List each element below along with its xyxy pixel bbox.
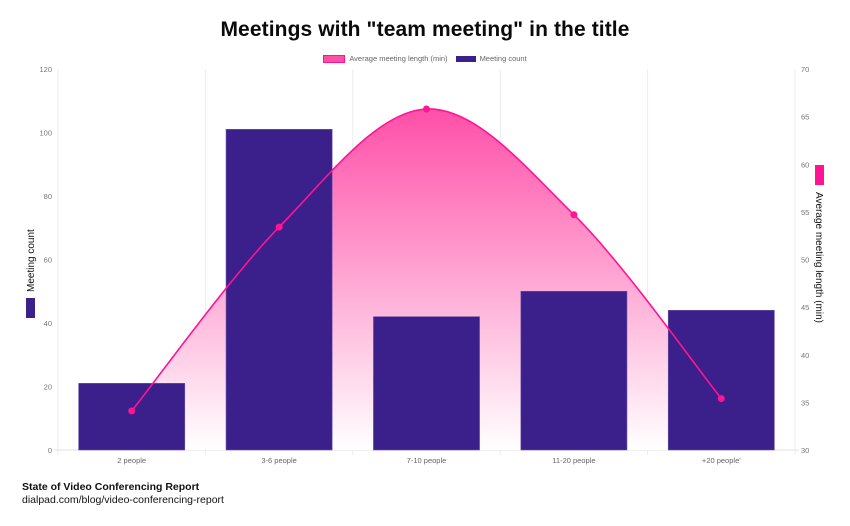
y-tick-label: 100 bbox=[39, 129, 52, 138]
x-tick-label: 7-10 people bbox=[407, 456, 447, 465]
right-axis-swatch bbox=[815, 165, 824, 185]
legend-item-avg-length[interactable]: Average meeting length (min) bbox=[323, 54, 448, 63]
bar-7-10-people[interactable] bbox=[373, 316, 480, 451]
y-right-tick-label: 70 bbox=[801, 65, 809, 74]
x-tick-label: +20 people' bbox=[702, 456, 741, 465]
y-right-tick-label: 55 bbox=[801, 208, 809, 217]
legend: Average meeting length (min) Meeting cou… bbox=[0, 54, 850, 63]
line-point[interactable] bbox=[423, 105, 430, 113]
line-point[interactable] bbox=[717, 395, 725, 403]
legend-swatch-purple bbox=[455, 55, 476, 62]
y-right-tick-label: 50 bbox=[801, 256, 809, 265]
x-tick-label: 11-20 people bbox=[552, 456, 595, 465]
source-title: State of Video Conferencing Report bbox=[22, 481, 200, 493]
legend-swatch-pink bbox=[323, 54, 346, 63]
y-right-tick-label: 35 bbox=[801, 398, 809, 407]
left-axis-swatch bbox=[26, 298, 35, 318]
legend-item-meeting-count[interactable]: Meeting count bbox=[455, 54, 527, 63]
y-tick-label: 20 bbox=[44, 383, 52, 392]
x-tick-label: 2 people bbox=[117, 456, 146, 465]
y-right-tick-label: 30 bbox=[801, 446, 809, 455]
bar-11-20-people[interactable] bbox=[520, 290, 628, 451]
legend-label: Average meeting length (min) bbox=[349, 54, 448, 63]
y-tick-label: 80 bbox=[44, 192, 52, 201]
y-tick-label: 40 bbox=[44, 319, 52, 328]
left-axis-title: Meeting count bbox=[26, 229, 37, 292]
legend-label: Meeting count bbox=[479, 54, 527, 63]
line-point[interactable] bbox=[275, 223, 283, 231]
y-right-tick-label: 45 bbox=[801, 303, 809, 312]
y-tick-label: 120 bbox=[39, 65, 52, 74]
y-tick-label: 0 bbox=[48, 446, 52, 455]
y-right-tick-label: 65 bbox=[801, 113, 809, 122]
x-tick-label: 3-6 people bbox=[261, 456, 296, 465]
line-point[interactable] bbox=[128, 407, 136, 415]
y-right-tick-label: 40 bbox=[801, 351, 809, 360]
footer: State of Video Conferencing Report dialp… bbox=[22, 481, 224, 507]
bar--20-people-[interactable] bbox=[667, 309, 775, 451]
line-point[interactable] bbox=[570, 211, 578, 219]
bar-2-people[interactable] bbox=[78, 383, 186, 451]
chart-title: Meetings with "team meeting" in the titl… bbox=[220, 18, 630, 41]
right-axis-title: Average meeting length (min) bbox=[813, 192, 824, 323]
y-right-tick-label: 60 bbox=[801, 160, 809, 169]
bar-3-6-people[interactable] bbox=[225, 129, 333, 451]
y-tick-label: 60 bbox=[44, 256, 52, 265]
source-url[interactable]: dialpad.com/blog/video-conferencing-repo… bbox=[22, 494, 224, 506]
